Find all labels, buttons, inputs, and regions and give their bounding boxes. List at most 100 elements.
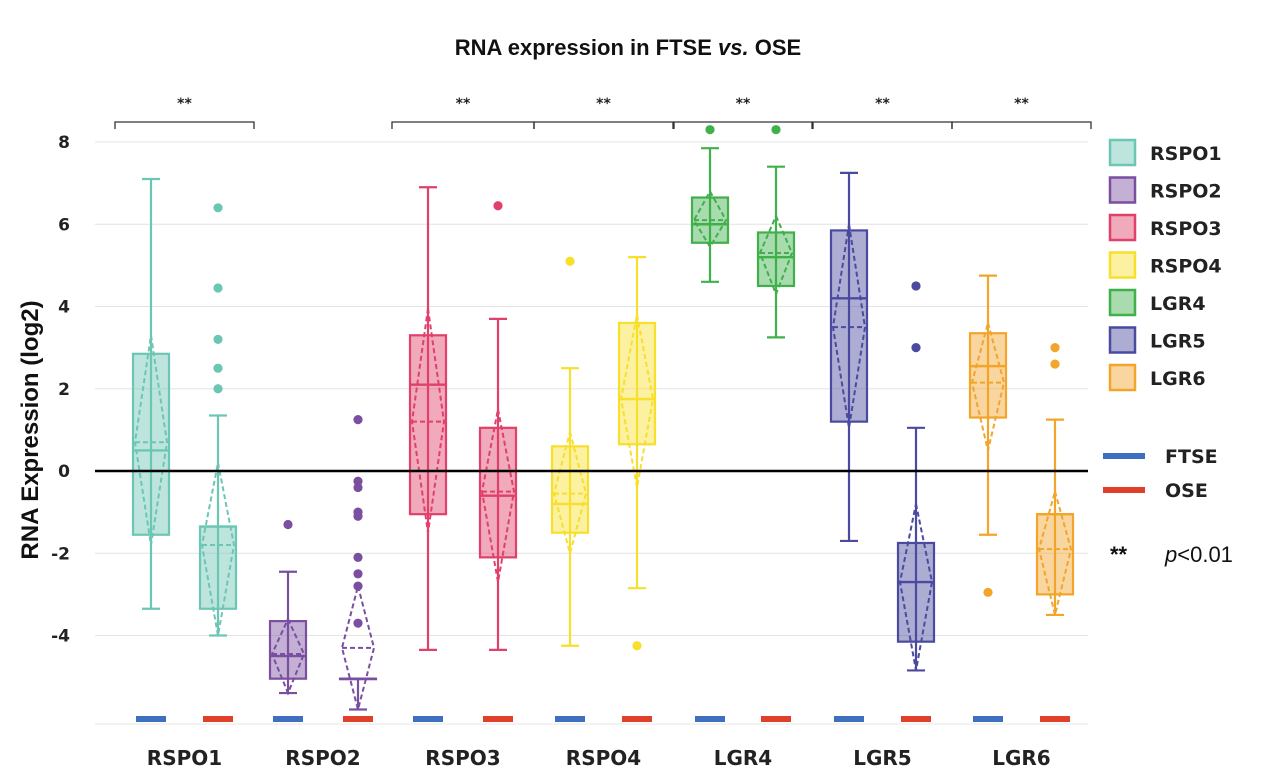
significance-lgr5: ** — [812, 96, 953, 129]
box-iqr — [829, 229, 869, 423]
outlier-point — [213, 334, 223, 344]
box-lgr6-ose — [1035, 343, 1075, 722]
group-marker-ftse — [413, 716, 443, 722]
significance-rspo3: ** — [391, 96, 535, 129]
mean-ci-diamond — [970, 319, 1006, 451]
x-category-label: RSPO1 — [147, 746, 222, 770]
significance-bracket — [533, 121, 674, 129]
significance-rspo4: ** — [533, 96, 674, 129]
legend-item-lgr4: LGR4 — [1108, 288, 1206, 317]
x-category-label: LGR6 — [992, 746, 1050, 770]
outlier-point — [353, 618, 363, 628]
outlier-point — [353, 569, 363, 579]
outlier-point — [493, 201, 503, 211]
significance-label: ** — [736, 96, 751, 112]
chart-title-post: OSE — [749, 35, 802, 60]
legend-label: RSPO2 — [1150, 181, 1222, 203]
box-iqr — [268, 620, 308, 680]
box-iqr — [896, 541, 936, 643]
outlier-point — [911, 343, 921, 353]
legend-label: RSPO3 — [1150, 218, 1222, 240]
mean-ci-diamond — [340, 582, 376, 714]
legend-item-lgr5: LGR5 — [1108, 326, 1206, 354]
chart-title-italic: vs. — [718, 35, 749, 60]
significance-label: ** — [875, 96, 890, 112]
box-lgr5-ose — [896, 281, 936, 722]
outlier-point — [213, 363, 223, 373]
outlier-point — [632, 641, 642, 651]
box-rspo3-ftse — [408, 186, 448, 722]
p-value-text: p<0.01 — [1164, 542, 1233, 567]
mean-ci-diamond — [270, 616, 306, 696]
outlier-point — [353, 414, 363, 425]
box-iqr — [408, 334, 448, 516]
box-lgr4-ftse — [690, 125, 730, 722]
group-marker-ftse — [555, 716, 585, 722]
group-marker-ose — [343, 716, 373, 722]
mean-ci-diamond — [552, 427, 588, 558]
outlier-point — [983, 587, 993, 597]
group-marker-ftse — [695, 716, 725, 722]
axes: 8 6 4 2 0 -2 -4 RSPO1 RSPO2 RSPO3 RSPO4 LGR4 LGR5 LGR… — [51, 96, 1092, 770]
significance-lgr4: ** — [673, 96, 813, 129]
box-rspo1-ftse — [131, 177, 171, 722]
box-rspo4-ose — [617, 256, 657, 722]
legend-label: RSPO4 — [1150, 256, 1222, 278]
legend-swatch — [1108, 138, 1137, 167]
group-marker-ose — [761, 716, 791, 722]
box-lgr6-ftse — [968, 274, 1008, 722]
legend-item-rspo1: RSPO1 — [1108, 138, 1222, 167]
legend-swatch — [1108, 251, 1137, 279]
mean-ci-diamond — [758, 213, 794, 297]
group-marker-ftse — [834, 716, 864, 722]
outlier-point — [1050, 343, 1060, 353]
legend-swatch — [1108, 288, 1137, 317]
significance-lgr6: ** — [951, 96, 1092, 129]
box-rspo4-ftse — [550, 256, 590, 722]
box-iqr — [968, 332, 1008, 419]
outlier-point — [213, 283, 223, 293]
box-rspo1-ose — [198, 203, 238, 722]
significance-rspo1: ** — [114, 96, 255, 129]
chart-title-pre: RNA expression in FTSE — [455, 35, 718, 60]
y-tick-label: 0 — [58, 462, 70, 482]
box-lgr4-ose — [756, 125, 796, 722]
p-value-note: ** p<0.01 — [1110, 542, 1233, 567]
legend-swatch — [1108, 213, 1137, 242]
legend-swatch — [1108, 326, 1137, 354]
significance-bracket — [673, 121, 813, 129]
group-marker-ose — [203, 716, 233, 722]
outlier-point — [353, 476, 363, 486]
legend-group-ftse: FTSE — [1103, 446, 1218, 468]
mean-ci-diamond — [898, 503, 934, 671]
group-marker-ftse — [273, 716, 303, 722]
significance-label: ** — [1014, 96, 1029, 112]
significance-bracket — [391, 121, 535, 129]
significance-label: ** — [177, 96, 192, 112]
p-value-stars: ** — [1110, 542, 1128, 567]
legend-label: LGR4 — [1150, 293, 1206, 315]
box-iqr — [478, 426, 518, 559]
legend-item-rspo4: RSPO4 — [1108, 251, 1222, 279]
y-tick-label: -2 — [51, 544, 70, 564]
group-marker-ose — [483, 716, 513, 722]
group-marker-ose — [1040, 716, 1070, 722]
legend-label: RSPO1 — [1150, 143, 1222, 165]
significance-bracket — [951, 121, 1092, 129]
legend-group-line — [1103, 453, 1145, 459]
outlier-point — [353, 581, 363, 591]
y-tick-label: -4 — [51, 627, 70, 647]
significance-label: ** — [596, 96, 611, 112]
outlier-point — [353, 507, 363, 517]
y-tick-label: 6 — [58, 215, 70, 235]
grid-lines — [95, 141, 1088, 725]
outlier-point — [911, 281, 921, 291]
group-marker-ose — [622, 716, 652, 722]
mean-ci-diamond — [692, 189, 728, 249]
outlier-point — [565, 256, 575, 266]
y-tick-label: 4 — [58, 298, 70, 318]
legend-label: LGR5 — [1150, 331, 1206, 353]
significance-label: ** — [456, 96, 471, 112]
box-iqr — [131, 352, 171, 536]
